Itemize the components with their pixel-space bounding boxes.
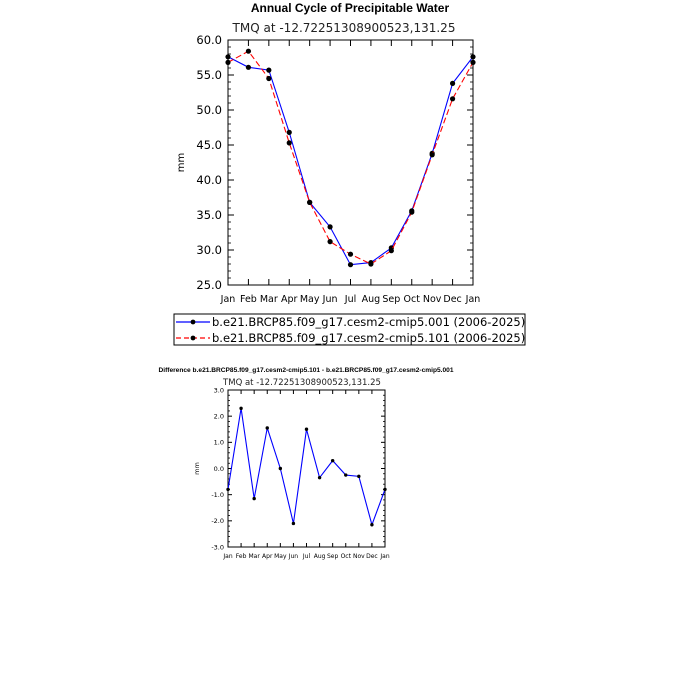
series-0-point (278, 466, 283, 471)
series-1-point (327, 239, 333, 245)
legend-label-101: b.e21.BRCP85.f09_g17.cesm2-cmip5.101 (20… (212, 331, 525, 345)
x-tick-label: Jul (344, 294, 356, 305)
series-0-point (357, 474, 361, 479)
series-1-point (307, 199, 313, 205)
diff-chart-title: Difference b.e21.BRCP85.f09_g17.cesm2-cm… (158, 367, 453, 374)
y-tick-label: 45.0 (196, 138, 222, 152)
legend-box (173, 313, 526, 346)
plot-frame (227, 389, 386, 548)
x-tick-label: Jul (302, 553, 311, 560)
y-tick-label: 35.0 (196, 208, 222, 222)
diff-chart-subtitle: TMQ at -12.72251308900523,131.25 (222, 378, 381, 388)
y-tick-label: 30.0 (196, 243, 222, 257)
x-tick-label: Sep (327, 553, 339, 560)
y-tick-label: 60.0 (196, 33, 222, 47)
y-tick-label: 50.0 (196, 103, 222, 117)
series-0-point (449, 80, 456, 86)
x-tick-label: Apr (281, 294, 298, 305)
series-1-point (470, 59, 476, 65)
series-0-point (286, 129, 292, 135)
series-0-point (330, 458, 335, 463)
series-0-point (344, 473, 348, 477)
y-tick-label: 1.0 (214, 439, 224, 447)
legend-marker-101 (190, 335, 196, 341)
plot-frame (227, 39, 474, 286)
series-0-point (225, 54, 231, 60)
series-0-point (226, 487, 230, 492)
series-1-point (388, 248, 394, 254)
series-1-point (225, 59, 231, 65)
x-tick-label: Jan (465, 294, 481, 305)
series-0-point (265, 426, 269, 430)
series-0-point (370, 523, 374, 527)
y-tick-label: -1.0 (211, 491, 224, 499)
series-0-point (266, 67, 272, 73)
x-tick-label: Jan (220, 294, 236, 305)
chart-subtitle: TMQ at -12.72251308900523,131.25 (232, 21, 456, 35)
x-tick-label: Apr (262, 553, 273, 560)
series-0-point (245, 64, 252, 70)
x-tick-label: Nov (423, 294, 442, 305)
y-tick-label: 40.0 (196, 173, 222, 187)
series-0-point (327, 224, 333, 230)
y-tick-label: 0.0 (214, 465, 224, 473)
x-tick-label: Dec (443, 294, 461, 305)
series-0-point (470, 54, 476, 60)
series-line-0 (227, 408, 386, 527)
series-1-point (449, 96, 456, 102)
legend: b.e21.BRCP85.f09_g17.cesm2-cmip5.001 (20… (173, 313, 526, 346)
series-0-point (252, 496, 256, 501)
x-tick-label: May (274, 553, 287, 560)
series-0-point (304, 427, 309, 431)
y-tick-label: 3.0 (214, 386, 224, 394)
legend-label-001: b.e21.BRCP85.f09_g17.cesm2-cmip5.001 (20… (212, 315, 525, 329)
x-tick-label: Sep (382, 294, 400, 305)
series-0-point (239, 406, 243, 411)
x-tick-label: Jun (288, 553, 299, 560)
x-tick-label: Aug (314, 553, 326, 560)
series-0-point (317, 475, 322, 480)
x-tick-label: Jan (379, 553, 389, 560)
y-tick-label: -3.0 (211, 543, 224, 551)
legend-item-001: b.e21.BRCP85.f09_g17.cesm2-cmip5.001 (20… (176, 315, 525, 329)
x-tick-label: Mar (260, 294, 278, 305)
series-line-0 (227, 56, 474, 266)
series-line-1 (227, 50, 474, 265)
series-1-point (286, 140, 292, 146)
x-tick-label: Jan (222, 553, 232, 560)
series-0-point (383, 487, 387, 492)
x-tick-label: Oct (341, 553, 352, 560)
x-tick-label: Jun (322, 294, 338, 305)
y-tick-label: 2.0 (214, 412, 224, 420)
series-1-point (245, 48, 252, 54)
x-tick-label: Dec (366, 553, 378, 560)
y-axis-label: mm (176, 153, 187, 172)
y-tick-label: 55.0 (196, 68, 222, 82)
legend-marker-001 (190, 319, 196, 325)
x-tick-label: Feb (236, 553, 247, 560)
chart-title: Annual Cycle of Precipitable Water (251, 1, 450, 15)
x-tick-label: Mar (249, 553, 261, 560)
series-1-point (368, 261, 374, 267)
x-tick-label: Nov (353, 553, 365, 560)
y-tick-label: -2.0 (211, 517, 224, 525)
series-1-point (429, 152, 435, 158)
y-axis-label: mm (193, 462, 201, 475)
series-1-point (266, 75, 272, 82)
x-tick-label: May (300, 294, 320, 305)
series-1-point (347, 251, 354, 257)
x-tick-label: Oct (404, 294, 421, 305)
series-1-point (409, 209, 415, 215)
x-tick-label: Feb (240, 294, 257, 305)
x-tick-label: Aug (362, 294, 381, 305)
legend-item-101: b.e21.BRCP85.f09_g17.cesm2-cmip5.101 (20… (176, 331, 525, 345)
y-tick-label: 25.0 (196, 278, 222, 292)
series-0-point (347, 262, 354, 268)
series-0-point (291, 521, 296, 526)
